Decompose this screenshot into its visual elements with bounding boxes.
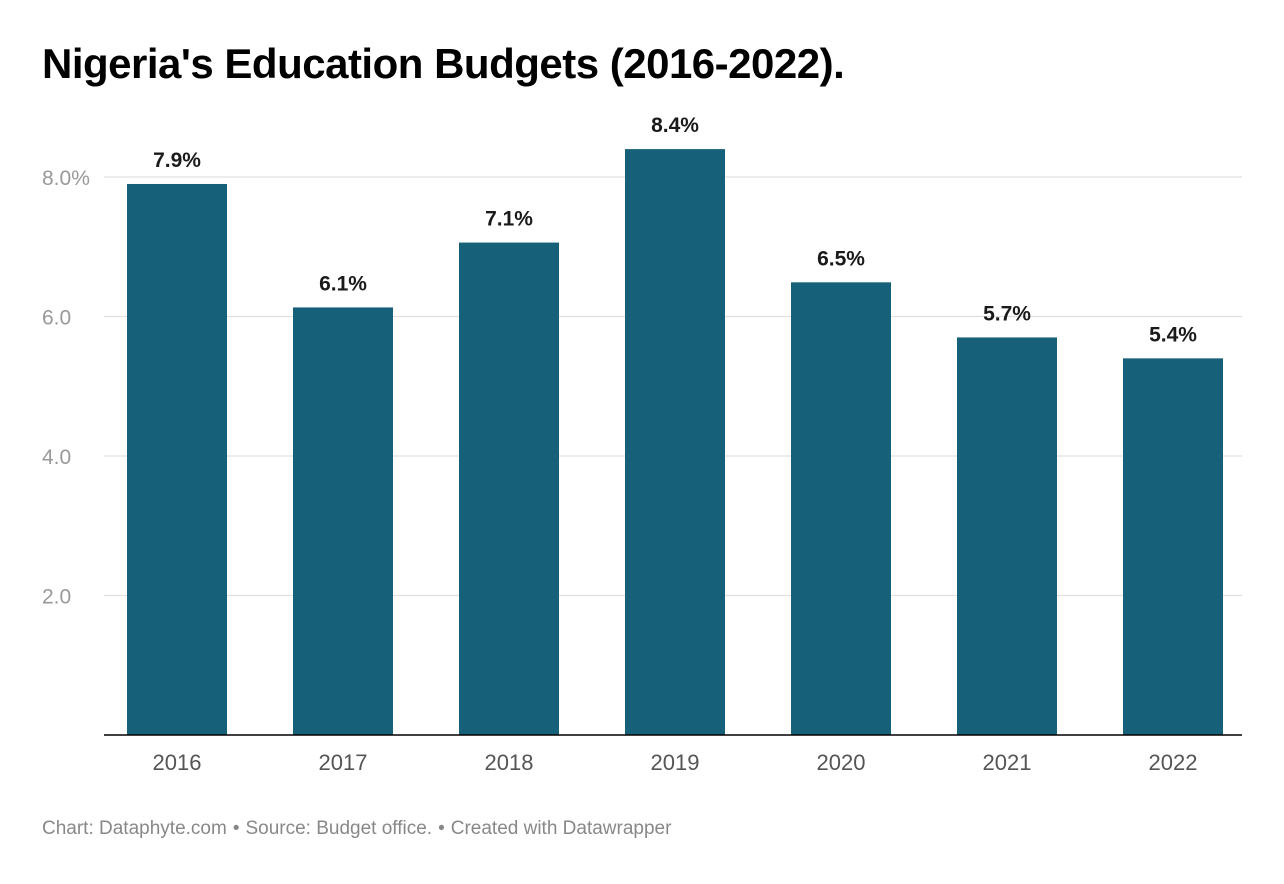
- y-tick-label: 6.0: [42, 307, 71, 330]
- chart-title: Nigeria's Education Budgets (2016-2022).: [42, 40, 845, 87]
- bar: [957, 337, 1057, 735]
- bar-value-label: 7.9%: [153, 149, 201, 172]
- bar-value-label: 7.1%: [485, 208, 533, 231]
- x-tick-label: 2016: [153, 750, 202, 775]
- x-tick-label: 2020: [817, 750, 866, 775]
- bars: [127, 149, 1223, 736]
- created-with-note: Created with Datawrapper: [450, 818, 672, 839]
- bar: [293, 307, 393, 735]
- chart-credit: Chart: Dataphyte.com: [42, 818, 227, 839]
- footer-separator: •: [232, 818, 240, 839]
- x-tick-label: 2019: [651, 750, 700, 775]
- bar: [1123, 358, 1223, 735]
- x-axis-tick-labels: 2016 2017 2018 2019 2020 2021 2022: [153, 750, 1198, 775]
- bar: [625, 149, 725, 736]
- bar-value-label: 8.4%: [651, 114, 699, 137]
- y-tick-label: 2.0: [42, 586, 71, 609]
- bar: [791, 282, 891, 735]
- bar-value-label: 6.5%: [817, 247, 865, 270]
- source-note: Source: Budget office.: [245, 818, 433, 839]
- y-tick-label: 4.0: [42, 446, 71, 469]
- x-tick-label: 2018: [485, 750, 534, 775]
- footer-separator: •: [438, 818, 445, 839]
- bar: [127, 183, 227, 736]
- x-tick-label: 2022: [1149, 750, 1198, 775]
- x-tick-label: 2021: [983, 750, 1032, 775]
- footer: Chart: Dataphyte.com • Source: Budget offi…: [42, 818, 671, 840]
- y-tick-label: 8.0%: [42, 167, 90, 190]
- bar-value-label: 6.1%: [319, 272, 367, 295]
- y-axis-tick-labels: 2.0 4.0 6.0 8.0%: [42, 167, 90, 609]
- x-tick-label: 2017: [319, 750, 368, 775]
- bar-value-label: 5.4%: [1149, 323, 1197, 346]
- bar-value-label: 5.7%: [983, 302, 1031, 325]
- value-labels: 7.9% 6.1% 7.1% 8.4% 6.5% 5.7% 5.4%: [153, 114, 1197, 346]
- bar: [459, 242, 559, 735]
